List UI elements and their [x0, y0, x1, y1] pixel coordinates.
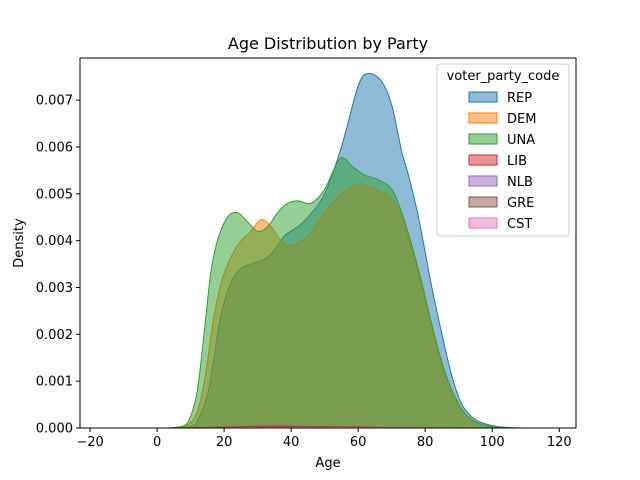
- legend-label-rep: REP: [507, 91, 532, 106]
- y-tick-label: 0.005: [36, 187, 73, 202]
- density-areas: [167, 72, 526, 429]
- legend-swatch-rep: [468, 91, 498, 103]
- y-tick-label: 0.003: [36, 281, 73, 296]
- y-tick-label: 0.006: [36, 140, 73, 155]
- x-tick-label: 0: [153, 435, 161, 450]
- legend-box: [436, 63, 570, 237]
- legend-swatch-cst: [468, 217, 498, 229]
- x-axis-ticks: −20 0 20 40 60 80 100 120: [76, 428, 572, 450]
- x-tick-label: 120: [547, 435, 572, 450]
- x-tick-label: 40: [283, 435, 300, 450]
- y-tick-label: 0.001: [36, 375, 73, 390]
- x-tick-label: 100: [480, 435, 505, 450]
- legend-title: voter_party_code: [447, 69, 560, 84]
- legend-label-dem: DEM: [507, 112, 536, 127]
- y-tick-label: 0.002: [36, 328, 73, 343]
- legend-label-una: UNA: [507, 133, 535, 148]
- legend-label-cst: CST: [507, 217, 532, 232]
- y-tick-label: 0.007: [36, 94, 73, 109]
- y-axis-label: Density: [12, 218, 27, 268]
- legend-label-gre: GRE: [507, 196, 534, 211]
- x-tick-label: 60: [350, 435, 367, 450]
- line-una: [167, 157, 513, 429]
- y-tick-label: 0.004: [36, 234, 73, 249]
- area-una: [167, 157, 513, 428]
- legend-swatch-dem: [468, 112, 498, 124]
- plot-frame: [79, 57, 577, 429]
- x-tick-label: 20: [216, 435, 233, 450]
- chart-title: Age Distribution by Party: [228, 34, 428, 53]
- legend-label-lib: LIB: [507, 154, 527, 169]
- x-tick-label: 80: [417, 435, 434, 450]
- legend-swatch-gre: [468, 196, 498, 208]
- legend-swatch-una: [468, 133, 498, 145]
- legend-label-nlb: NLB: [507, 175, 533, 190]
- y-tick-label: 0.000: [36, 422, 73, 437]
- y-axis-ticks: 0.000 0.001 0.002 0.003 0.004 0.005 0.006 0.007: [36, 94, 80, 437]
- legend: voter_party_code REP DEM UNA LIB NLB GRE CST: [436, 63, 570, 237]
- legend-items: REP DEM UNA LIB NLB GRE CST: [468, 91, 536, 232]
- x-tick-label: −20: [76, 435, 103, 450]
- legend-swatch-lib: [468, 154, 498, 166]
- x-axis-label: Age: [315, 456, 340, 471]
- legend-swatch-nlb: [468, 175, 498, 187]
